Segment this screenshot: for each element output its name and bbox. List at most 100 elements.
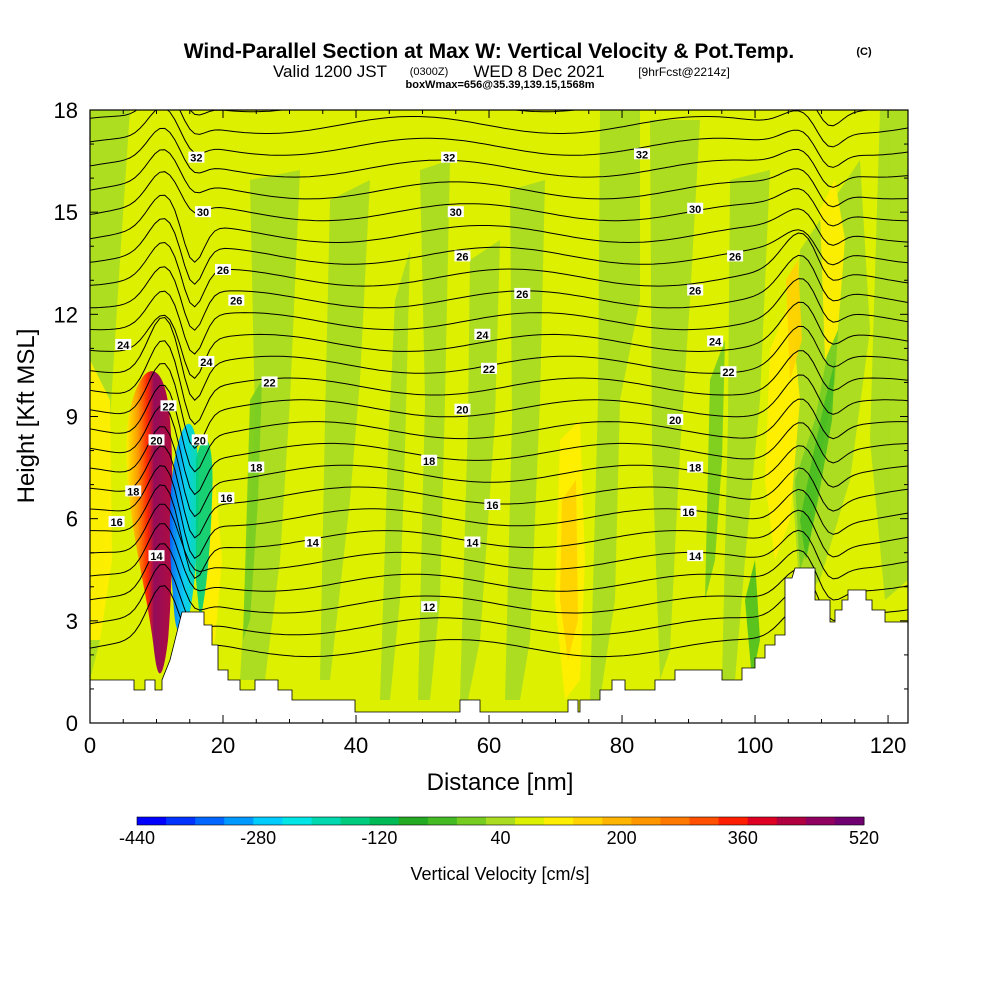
colorbar-frame (136, 816, 865, 826)
theta-contour-line (90, 465, 908, 559)
contour-label-bg (108, 516, 125, 528)
colorbar-swatch (398, 817, 429, 825)
contour-label: 22 (722, 367, 734, 379)
theta-contour-line (90, 484, 908, 579)
contour-label-bg (125, 485, 142, 497)
colorbar-swatch (515, 817, 545, 825)
contour-label-bg (727, 250, 744, 262)
theta-contour-line (90, 405, 908, 496)
theta-contour-line (90, 127, 908, 188)
colorbar-swatch (282, 817, 312, 825)
y-tick-label: 0 (66, 711, 78, 736)
contour-label: 22 (263, 377, 275, 389)
contour-label: 20 (150, 435, 162, 447)
contour-label: 22 (162, 401, 174, 413)
x-axis: 0 20 40 60 80 100 120 (84, 110, 906, 758)
y-tick-label: 9 (66, 405, 78, 430)
contour-label-bg (720, 366, 737, 378)
colorbar-swatch (747, 817, 778, 825)
theta-contour-line (90, 523, 908, 601)
contour-label-bg (667, 413, 684, 425)
y-tick-label: 12 (54, 302, 78, 327)
contour-label: 16 (110, 517, 122, 529)
colorbar-tick-label: -120 (361, 828, 397, 848)
colorbar-ticks: -440 -280 -120 40 200 360 520 (119, 828, 879, 848)
colorbar-swatch (573, 817, 603, 825)
x-tick-label: 60 (477, 733, 501, 758)
theta-contour-line (90, 254, 908, 331)
colorbar-swatch (166, 817, 196, 825)
contour-label: 20 (669, 415, 681, 427)
theta-contour-line (90, 218, 908, 285)
contour-label: 24 (709, 337, 722, 349)
theta-contour-line (90, 301, 908, 379)
colorbar-swatch (340, 817, 371, 825)
contour-label-bg (115, 338, 132, 350)
x-axis-label: Distance [nm] (427, 769, 574, 796)
x-tick-label: 100 (737, 733, 774, 758)
contour-label: 16 (220, 493, 232, 505)
contour-label-bg (421, 454, 438, 466)
contour-label: 16 (486, 500, 498, 512)
colorbar-tick-label: -440 (119, 828, 155, 848)
theta-contour-line (90, 503, 908, 580)
theta-contour-line (90, 171, 908, 227)
contour-label-bg (633, 148, 650, 160)
contour-label: 20 (456, 405, 468, 417)
colorbar-tick-label: 520 (849, 828, 879, 848)
contour-label: 32 (443, 153, 455, 165)
colorbar-swatch (195, 817, 225, 825)
contour-label: 24 (476, 330, 489, 342)
valid-time: Valid 1200 JST (273, 62, 387, 81)
colorbar-swatch (805, 817, 836, 825)
x-tick-label: 0 (84, 733, 96, 758)
contour-label: 26 (516, 289, 528, 301)
contour-label-bg (218, 492, 235, 504)
contour-label: 16 (682, 507, 694, 519)
valid-date: WED 8 Dec 2021 (473, 62, 604, 81)
contour-label-bg (447, 206, 464, 218)
x-tick-label: 20 (211, 733, 235, 758)
contour-label: 24 (117, 340, 130, 352)
contour-label: 26 (729, 251, 741, 263)
contour-label-bg (421, 601, 438, 613)
colorbar-swatch (631, 817, 661, 825)
y-tick-label: 6 (66, 507, 78, 532)
contour-label: 22 (483, 364, 495, 376)
contour-label-bg (191, 434, 208, 446)
colorbar-swatch (834, 817, 865, 825)
contour-label-bg (474, 328, 491, 340)
contour-label-bg (484, 499, 501, 511)
box-info: boxWmax=656@35.39,139.15,1568m (406, 79, 595, 91)
chart-title: Wind-Parallel Section at Max W: Vertical… (184, 40, 795, 63)
contour-label-bg (707, 335, 724, 347)
colorbar-swatch (253, 817, 283, 825)
theta-contour-line (90, 149, 908, 208)
theta-contour-line (90, 340, 908, 426)
theta-contour-line (90, 585, 908, 661)
theta-contour-line (90, 194, 908, 263)
contour-label-bg (261, 376, 278, 388)
colorbar-swatch (776, 817, 807, 825)
contour-label-bg (148, 434, 165, 446)
contour-label-bg (687, 284, 704, 296)
colorbar-tick-label: 40 (490, 828, 510, 848)
contour-label-bg (304, 536, 321, 548)
theta-contour-line (90, 110, 908, 168)
contour-label-bg (198, 356, 215, 368)
contour-label: 18 (689, 463, 701, 475)
contour-label-bg (687, 550, 704, 562)
contour-label: 18 (423, 456, 435, 468)
contour-label-bg (195, 206, 212, 218)
contour-label-bg (454, 403, 471, 415)
y-axis-label: Height [Kft MSL] (13, 329, 40, 504)
colorbar-tick-label: 200 (607, 828, 637, 848)
contour-label-bg (481, 362, 498, 374)
contour-label: 30 (197, 207, 209, 219)
colorbar-swatch (369, 817, 400, 825)
colorbar-tick-label: -280 (240, 828, 276, 848)
contour-label: 30 (689, 204, 701, 216)
colorbar-label: Vertical Velocity [cm/s] (410, 864, 589, 884)
colorbar (136, 816, 865, 826)
